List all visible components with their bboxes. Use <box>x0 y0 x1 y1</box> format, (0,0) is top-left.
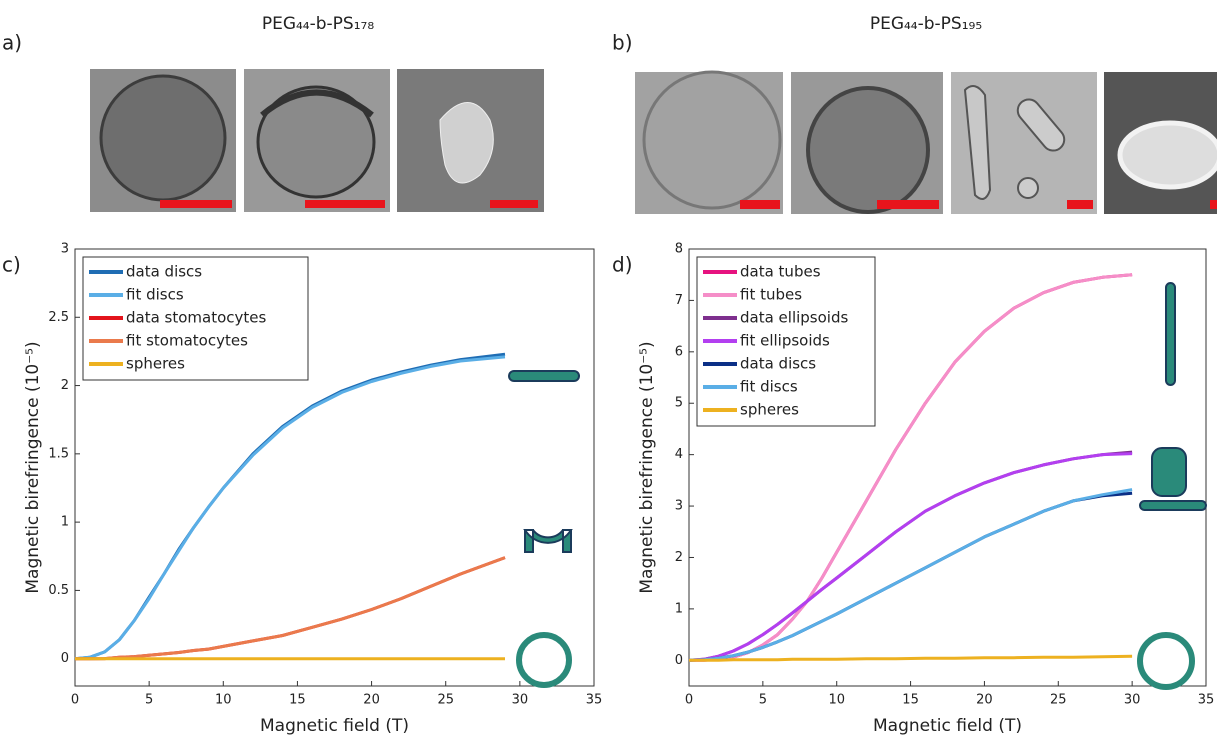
x-tick-label: 0 <box>71 693 79 708</box>
legend-label: data stomatocytes <box>126 309 267 327</box>
panel-label: c) <box>2 253 21 277</box>
micrographs-b <box>635 72 1217 214</box>
x-tick-label: 10 <box>828 693 845 708</box>
x-tick-label: 10 <box>215 693 232 708</box>
legend-label: fit discs <box>126 286 184 304</box>
legend-label: fit discs <box>740 378 798 396</box>
y-axis-label: Magnetic birefringence (10⁻⁵) <box>23 341 43 593</box>
x-axis-label: Magnetic field (T) <box>260 716 409 736</box>
y-tick-label: 5 <box>675 396 683 411</box>
legend-label: fit stomatocytes <box>126 332 248 350</box>
panel-label: a) <box>2 31 22 55</box>
x-tick-label: 15 <box>289 693 306 708</box>
panel-title: PEG₄₄-b-PS₁₇₈ <box>262 14 375 34</box>
x-tick-label: 25 <box>437 693 454 708</box>
x-tick-label: 5 <box>145 693 153 708</box>
y-tick-label: 3 <box>61 242 69 257</box>
y-tick-label: 8 <box>675 242 683 257</box>
legend-label: fit tubes <box>740 286 802 304</box>
x-tick-label: 15 <box>902 693 919 708</box>
y-tick-label: 2 <box>675 550 683 565</box>
x-tick-label: 20 <box>976 693 993 708</box>
x-tick-label: 5 <box>759 693 767 708</box>
y-tick-label: 1 <box>61 515 69 530</box>
y-tick-label: 0 <box>675 653 683 668</box>
y-tick-label: 7 <box>675 293 683 308</box>
y-tick-label: 2.5 <box>48 310 69 325</box>
y-tick-label: 0.5 <box>48 583 69 598</box>
x-tick-label: 20 <box>363 693 380 708</box>
legend: data discs fit discs data stomatocytes fit … <box>83 257 308 380</box>
micrographs-a <box>90 69 544 212</box>
panel-label: d) <box>612 253 633 277</box>
x-tick-label: 0 <box>685 693 693 708</box>
legend-label: data discs <box>740 355 816 373</box>
x-tick-label: 25 <box>1050 693 1067 708</box>
y-tick-label: 2 <box>61 378 69 393</box>
legend-label: data ellipsoids <box>740 309 848 327</box>
panel-title: PEG₄₄-b-PS₁₉₅ <box>870 14 982 34</box>
x-tick-label: 30 <box>512 693 529 708</box>
legend-label: data discs <box>126 263 202 281</box>
panel-label: b) <box>612 31 633 55</box>
legend-label: data tubes <box>740 263 821 281</box>
legend-label: spheres <box>126 355 185 373</box>
y-axis-label: Magnetic birefringence (10⁻⁵) <box>637 341 657 593</box>
y-tick-label: 1 <box>675 601 683 616</box>
y-tick-label: 6 <box>675 344 683 359</box>
legend-label: fit ellipsoids <box>740 332 830 350</box>
x-axis-label: Magnetic field (T) <box>873 716 1022 736</box>
x-tick-label: 35 <box>586 693 603 708</box>
y-tick-label: 1.5 <box>48 446 69 461</box>
x-tick-label: 30 <box>1124 693 1141 708</box>
figure: a) b) c) d) PEG₄₄-b-PS₁₇₈ PEG₄₄-b-PS₁₉₅ … <box>0 0 1217 736</box>
y-tick-label: 0 <box>61 651 69 666</box>
legend-label: spheres <box>740 401 799 419</box>
x-tick-label: 35 <box>1198 693 1215 708</box>
legend: data tubes fit tubes data ellipsoids fit el… <box>697 257 875 426</box>
y-tick-label: 3 <box>675 499 683 514</box>
y-tick-label: 4 <box>675 447 683 462</box>
